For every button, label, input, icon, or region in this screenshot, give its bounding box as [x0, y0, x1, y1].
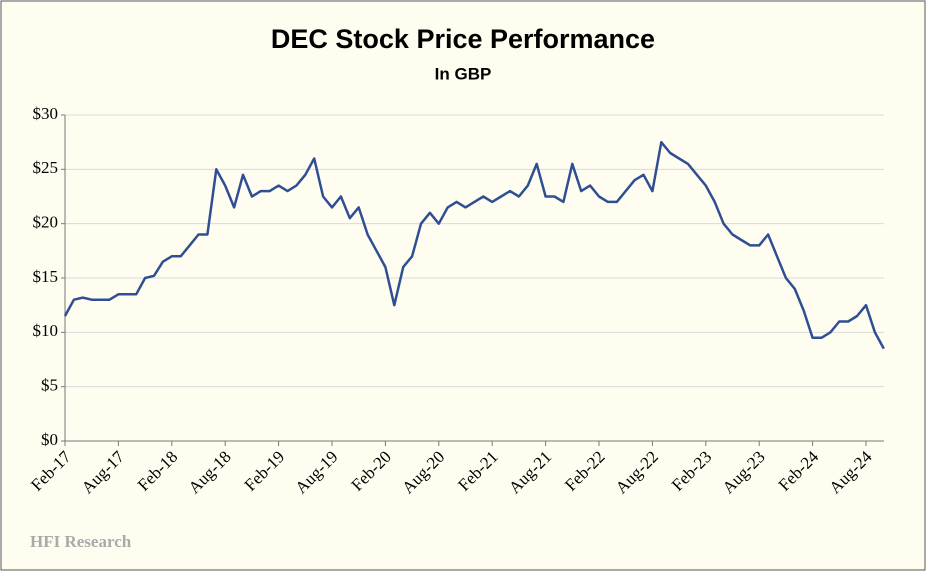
y-tick-label: $30: [33, 104, 59, 123]
y-tick-label: $15: [33, 267, 59, 286]
y-tick-label: $25: [33, 158, 59, 177]
source-credit: HFI Research: [30, 532, 132, 551]
price-line: [63, 140, 885, 350]
chart-subtitle: In GBP: [435, 64, 492, 83]
y-tick-label: $10: [33, 321, 59, 340]
y-tick-label: $20: [33, 213, 59, 232]
y-tick-label: $0: [41, 430, 58, 449]
chart-title: DEC Stock Price Performance: [271, 24, 655, 54]
y-tick-label: $5: [41, 376, 58, 395]
